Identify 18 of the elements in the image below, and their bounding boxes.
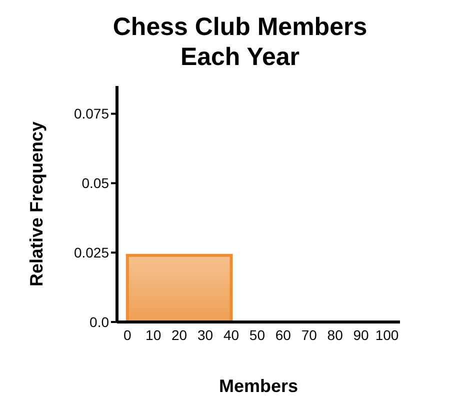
y-tick-label: 0.075 [74, 106, 110, 122]
y-tick-label: 0.05 [82, 175, 110, 192]
x-tick-label: 100 [375, 326, 399, 343]
x-tick-label: 30 [197, 326, 214, 343]
x-tick-label: 20 [172, 326, 188, 343]
x-tick-label: 0 [123, 326, 132, 343]
x-tick-label: 50 [249, 326, 266, 343]
y-tick-label: 0.0 [90, 314, 110, 330]
x-tick-label: 40 [223, 326, 240, 343]
x-axis-title: Members [218, 376, 298, 396]
x-tick-label: 70 [301, 326, 318, 343]
y-tick-label: 0.025 [74, 244, 110, 261]
chart-title: Chess Club Members Each Year [112, 12, 368, 73]
x-tick-label: 60 [275, 326, 292, 343]
y-axis-title: Relative Frequency [26, 121, 46, 287]
x-tick-label: 80 [327, 326, 344, 343]
x-tick-label: 10 [146, 326, 162, 343]
x-tick-label: 90 [353, 326, 370, 343]
